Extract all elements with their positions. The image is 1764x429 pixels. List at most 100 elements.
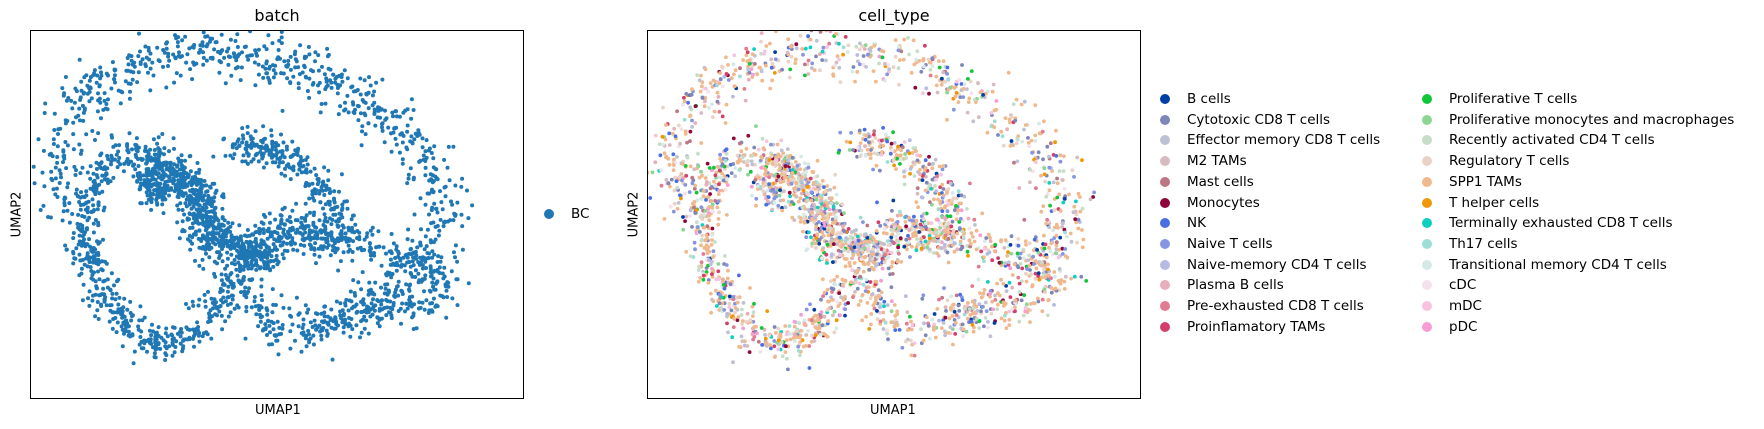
scatter-point bbox=[296, 86, 301, 91]
scatter-point bbox=[152, 355, 157, 359]
scatter-point bbox=[1048, 141, 1053, 146]
scatter-point bbox=[814, 245, 818, 250]
scatter-point bbox=[760, 136, 765, 141]
scatter-point bbox=[127, 53, 132, 58]
scatter-point bbox=[875, 152, 880, 157]
scatter-point bbox=[215, 261, 219, 266]
scatter-point bbox=[1062, 279, 1067, 284]
scatter-point bbox=[672, 188, 677, 193]
scatter-point bbox=[270, 147, 274, 152]
scatter-point bbox=[1042, 246, 1047, 251]
scatter-point bbox=[759, 51, 763, 56]
scatter-point bbox=[183, 337, 188, 342]
scatter-point bbox=[146, 48, 151, 53]
scatter-point bbox=[261, 124, 266, 129]
scatter-point bbox=[323, 202, 328, 207]
scatter-point bbox=[99, 70, 103, 75]
scatter-point bbox=[978, 90, 983, 95]
scatter-point bbox=[394, 142, 399, 147]
scatter-point bbox=[348, 289, 353, 294]
scatter-point bbox=[748, 286, 752, 290]
scatter-point bbox=[1026, 136, 1030, 140]
scatter-point bbox=[745, 311, 750, 316]
scatter-point bbox=[910, 323, 915, 328]
scatter-point bbox=[258, 245, 263, 250]
scatter-point bbox=[313, 50, 318, 55]
scatter-point bbox=[751, 72, 755, 77]
scatter-point bbox=[386, 125, 391, 130]
scatter-point bbox=[280, 326, 285, 331]
scatter-point bbox=[1043, 179, 1048, 184]
scatter-point bbox=[152, 148, 157, 152]
batch-x-axis-label: UMAP1 bbox=[255, 403, 301, 418]
scatter-point bbox=[308, 169, 313, 174]
scatter-point bbox=[667, 162, 672, 167]
scatter-point bbox=[74, 168, 78, 173]
scatter-point bbox=[161, 195, 166, 200]
scatter-point bbox=[196, 333, 201, 338]
scatter-point bbox=[217, 243, 222, 248]
scatter-point bbox=[995, 281, 999, 286]
scatter-point bbox=[360, 270, 365, 275]
scatter-point bbox=[249, 259, 254, 264]
scatter-point bbox=[240, 140, 245, 145]
scatter-point bbox=[267, 152, 272, 157]
scatter-point bbox=[1060, 225, 1064, 229]
scatter-point bbox=[96, 200, 101, 205]
scatter-point bbox=[222, 282, 227, 287]
scatter-point bbox=[112, 77, 117, 81]
scatter-point bbox=[138, 60, 143, 65]
scatter-point bbox=[690, 124, 695, 129]
scatter-point bbox=[324, 239, 329, 244]
scatter-point bbox=[77, 142, 82, 147]
scatter-point bbox=[164, 46, 169, 51]
scatter-point bbox=[240, 126, 245, 131]
scatter-point bbox=[173, 56, 178, 61]
scatter-point bbox=[1057, 267, 1062, 271]
scatter-point bbox=[40, 170, 45, 175]
scatter-point bbox=[58, 126, 63, 131]
scatter-point bbox=[187, 46, 192, 51]
scatter-point bbox=[269, 234, 274, 238]
scatter-point bbox=[806, 328, 810, 333]
scatter-point bbox=[406, 172, 411, 177]
scatter-point bbox=[179, 327, 184, 331]
scatter-point bbox=[901, 57, 906, 62]
scatter-point bbox=[254, 312, 259, 317]
scatter-point bbox=[741, 301, 746, 305]
scatter-point bbox=[78, 258, 83, 263]
scatter-point bbox=[819, 315, 823, 320]
scatter-point bbox=[172, 350, 177, 355]
scatter-point bbox=[874, 229, 879, 233]
scatter-point bbox=[411, 255, 416, 260]
scatter-point bbox=[1063, 254, 1068, 258]
scatter-point bbox=[266, 319, 271, 323]
scatter-point bbox=[77, 200, 82, 204]
scatter-point bbox=[411, 263, 416, 268]
scatter-point bbox=[271, 242, 276, 247]
scatter-point bbox=[430, 180, 435, 185]
scatter-point bbox=[57, 168, 62, 173]
scatter-point bbox=[789, 54, 794, 59]
scatter-point bbox=[884, 328, 889, 333]
scatter-point bbox=[760, 78, 765, 83]
scatter-point bbox=[117, 156, 122, 160]
scatter-point bbox=[443, 194, 448, 199]
scatter-point bbox=[885, 160, 890, 164]
scatter-point bbox=[411, 175, 416, 180]
scatter-point bbox=[77, 57, 82, 62]
scatter-point bbox=[797, 321, 802, 325]
scatter-point bbox=[968, 79, 973, 84]
scatter-point bbox=[115, 279, 119, 284]
scatter-point bbox=[822, 290, 827, 295]
scatter-point bbox=[213, 40, 218, 45]
scatter-point bbox=[405, 181, 410, 186]
scatter-point bbox=[673, 134, 678, 139]
scatter-point bbox=[764, 44, 769, 48]
scatter-point bbox=[218, 240, 222, 245]
scatter-point bbox=[256, 159, 261, 164]
scatter-point bbox=[199, 196, 204, 200]
scatter-point bbox=[860, 318, 864, 323]
scatter-point bbox=[290, 208, 295, 213]
scatter-point bbox=[198, 47, 203, 52]
